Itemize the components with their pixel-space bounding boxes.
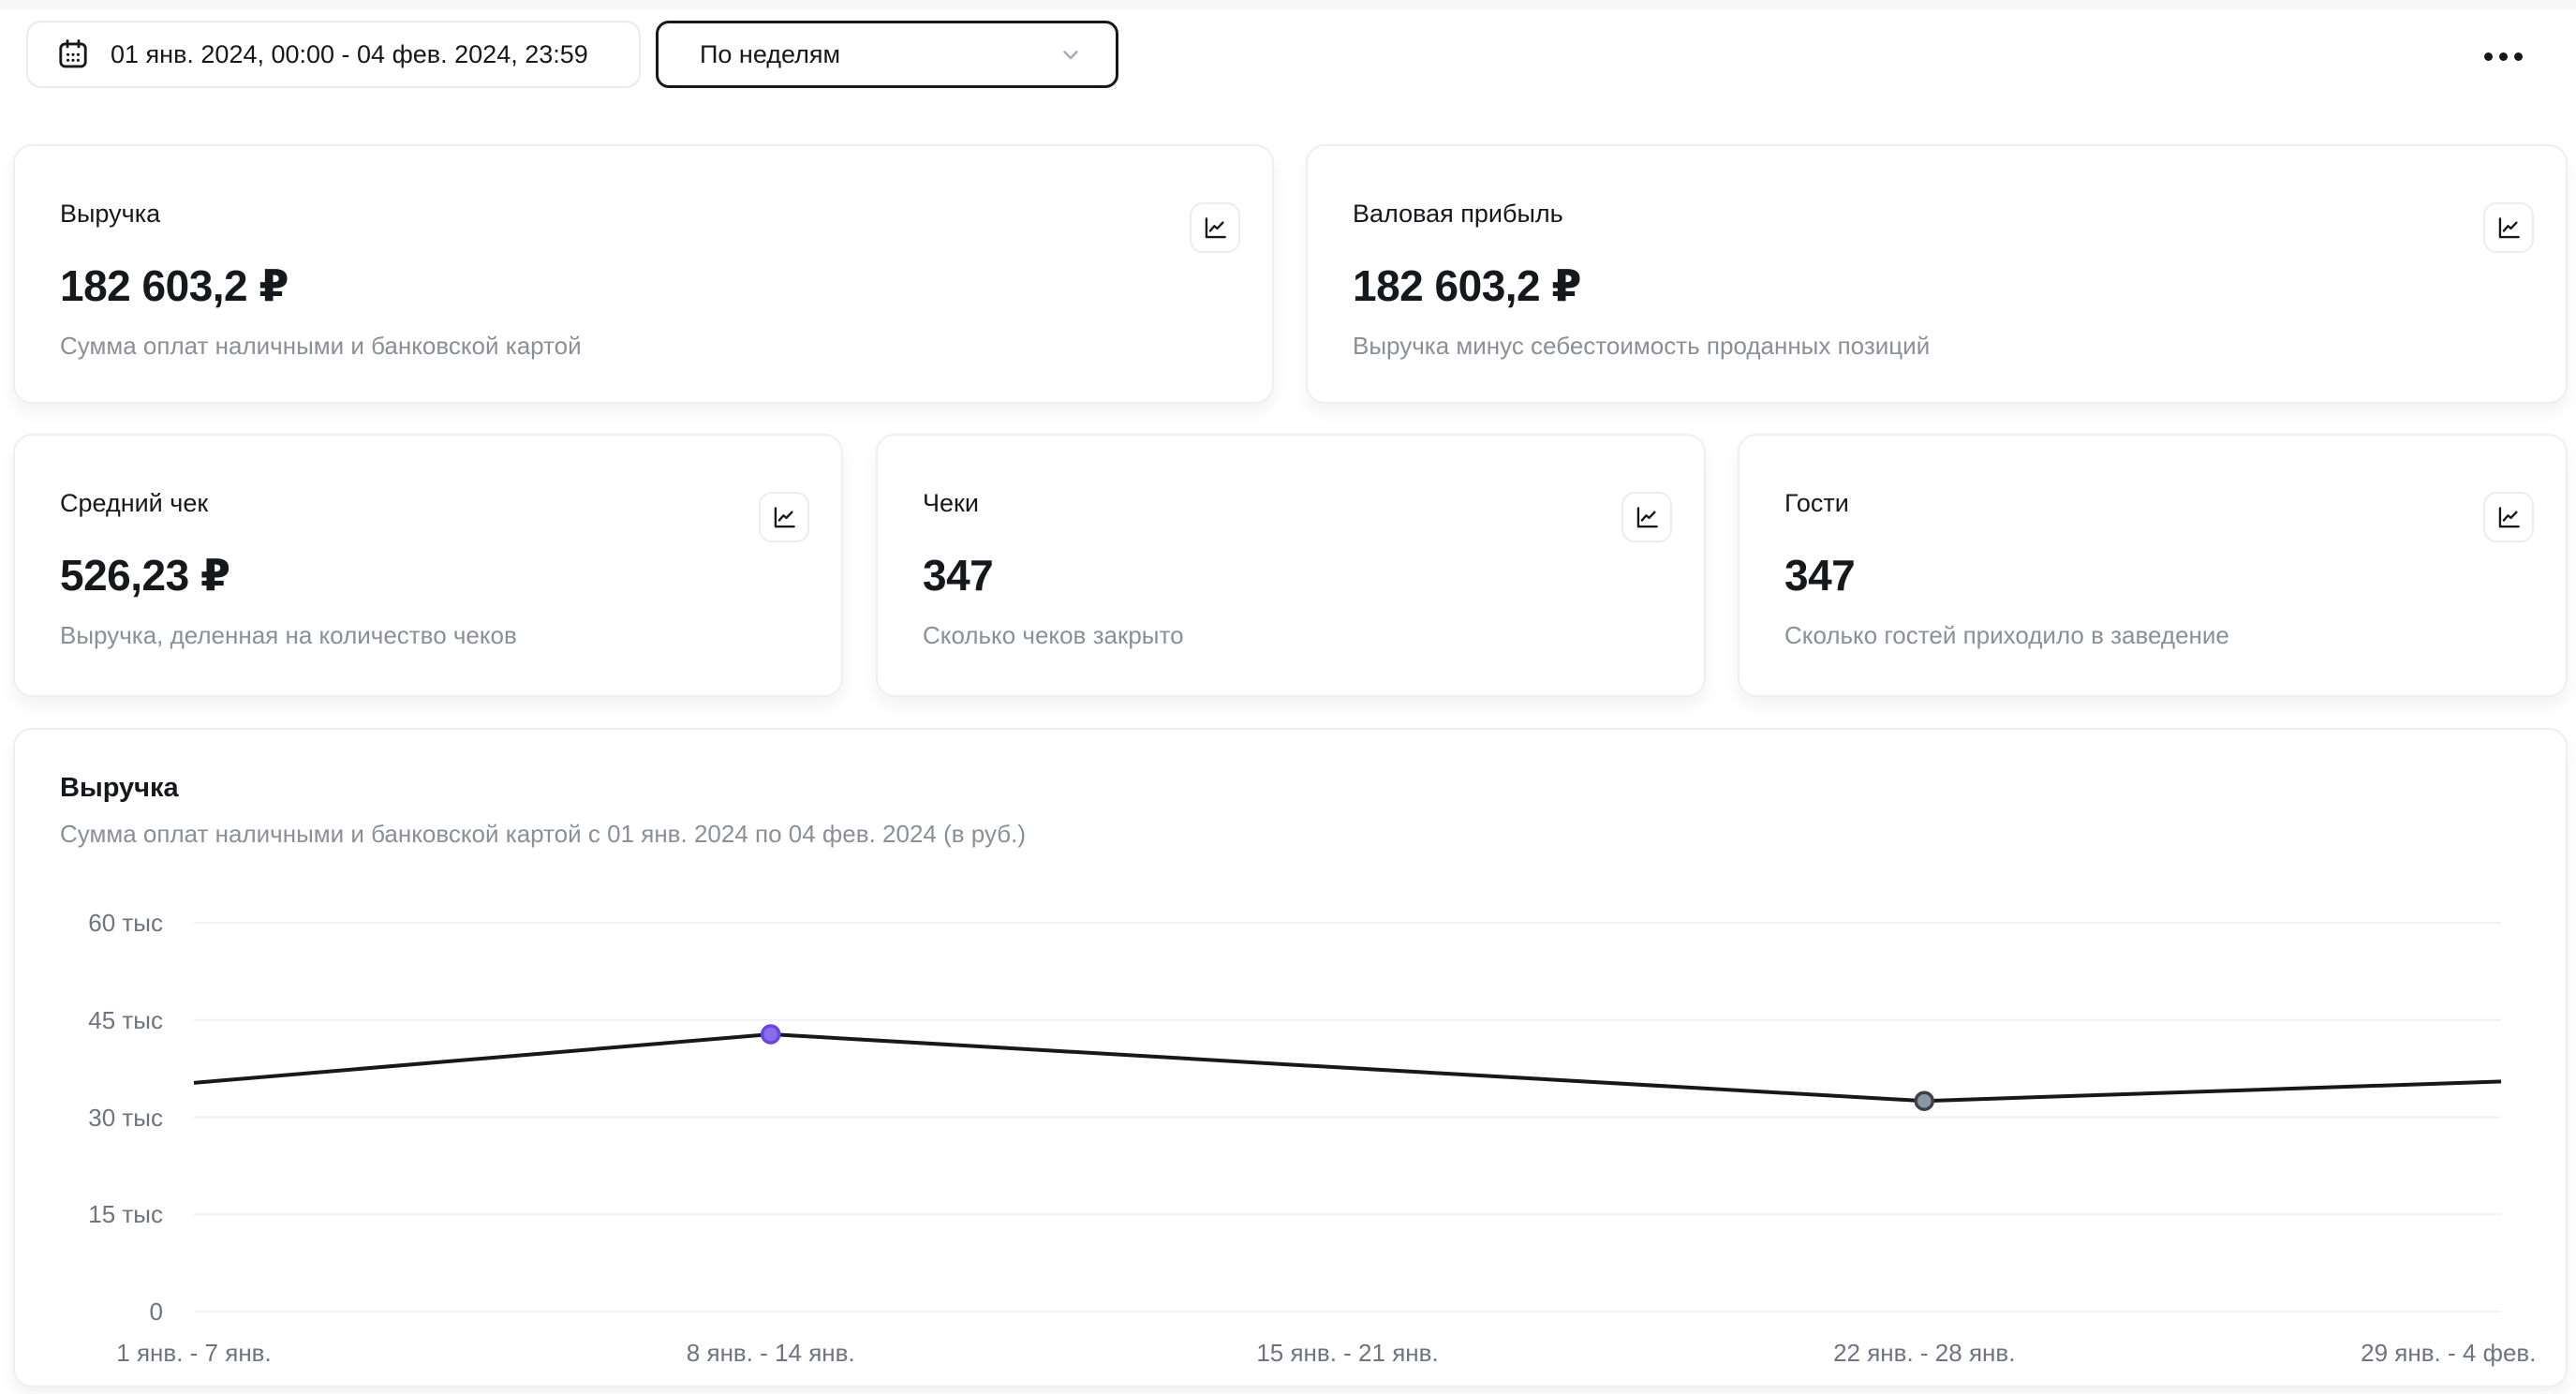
x-axis-label: 22 янв. - 28 янв. (1833, 1339, 2016, 1367)
interval-select-value: По неделям (700, 39, 841, 68)
line-chart-icon (1635, 505, 1660, 530)
line-chart-icon (772, 505, 797, 530)
metric-description: Сумма оплат наличными и банковской карто… (60, 332, 582, 360)
metric-description: Сколько чеков закрыто (923, 621, 1184, 649)
date-range-value: 01 янв. 2024, 00:00 - 04 фев. 2024, 23:5… (111, 39, 588, 68)
interval-select[interactable]: По неделям (656, 21, 1118, 88)
date-range-picker[interactable]: 01 янв. 2024, 00:00 - 04 фев. 2024, 23:5… (26, 21, 641, 88)
metric-title: Средний чек (60, 489, 209, 517)
revenue-chart-svg (193, 922, 2502, 1312)
open-chart-button[interactable] (759, 492, 809, 542)
metric-title: Валовая прибыль (1353, 200, 1563, 228)
metric-title: Гости (1784, 489, 1849, 517)
revenue-line (193, 1031, 2502, 1104)
metric-description: Выручка, деленная на количество чеков (60, 621, 517, 649)
metric-value: 347 (1784, 551, 1856, 600)
page-top-strip (0, 0, 2576, 9)
metric-value: 182 603,2 ₽ (60, 261, 289, 310)
chevron-down-icon (1058, 41, 1084, 67)
metric-card-revenue: Выручка 182 603,2 ₽ Сумма оплат наличным… (13, 144, 1274, 404)
y-axis-label: 60 тыс (88, 909, 163, 937)
toolbar: 01 янв. 2024, 00:00 - 04 фев. 2024, 23:5… (0, 0, 2576, 122)
line-chart-icon (2496, 505, 2522, 530)
chart-subtitle: Сумма оплат наличными и банковской карто… (60, 820, 1027, 848)
metric-card-gross-profit: Валовая прибыль 182 603,2 ₽ Выручка мину… (1306, 144, 2568, 404)
more-options-button[interactable] (2471, 34, 2535, 79)
data-point-min[interactable] (1914, 1090, 1934, 1111)
ellipsis-icon (2483, 52, 2523, 61)
x-axis-label: 8 янв. - 14 янв. (686, 1339, 855, 1367)
metric-title: Чеки (923, 489, 979, 517)
open-chart-button[interactable] (2483, 492, 2534, 542)
x-axis-label: 29 янв. - 4 фев. (2361, 1339, 2537, 1367)
data-point-max[interactable] (761, 1024, 781, 1045)
line-chart-icon (1203, 215, 1228, 241)
y-axis-label: 15 тыс (88, 1200, 163, 1229)
open-chart-button[interactable] (2483, 202, 2534, 253)
open-chart-button[interactable] (1190, 202, 1240, 253)
y-axis-label: 45 тыс (88, 1005, 163, 1034)
metric-value: 526,23 ₽ (60, 551, 230, 600)
x-axis-label: 15 янв. - 21 янв. (1256, 1339, 1439, 1367)
revenue-chart-card: Выручка Сумма оплат наличными и банковск… (13, 728, 2568, 1387)
open-chart-button[interactable] (1621, 492, 1672, 542)
metric-value: 182 603,2 ₽ (1353, 261, 1581, 310)
y-axis-label: 30 тыс (88, 1103, 163, 1132)
chart-title: Выручка (60, 773, 179, 803)
calendar-icon (56, 37, 90, 71)
x-axis-label: 1 янв. - 7 янв. (116, 1339, 272, 1367)
line-chart-icon (2496, 215, 2522, 241)
metric-title: Выручка (60, 200, 161, 228)
chart-plot-area (193, 922, 2502, 1312)
metric-description: Выручка минус себестоимость проданных по… (1353, 332, 1931, 360)
metric-description: Сколько гостей приходило в заведение (1784, 621, 2229, 649)
metric-card-average-check: Средний чек 526,23 ₽ Выручка, деленная н… (13, 434, 843, 697)
metric-value: 347 (923, 551, 994, 600)
metric-card-checks: Чеки 347 Сколько чеков закрыто (876, 434, 1706, 697)
metric-card-guests: Гости 347 Сколько гостей приходило в зав… (1738, 434, 2568, 697)
y-axis-label: 0 (149, 1298, 163, 1326)
